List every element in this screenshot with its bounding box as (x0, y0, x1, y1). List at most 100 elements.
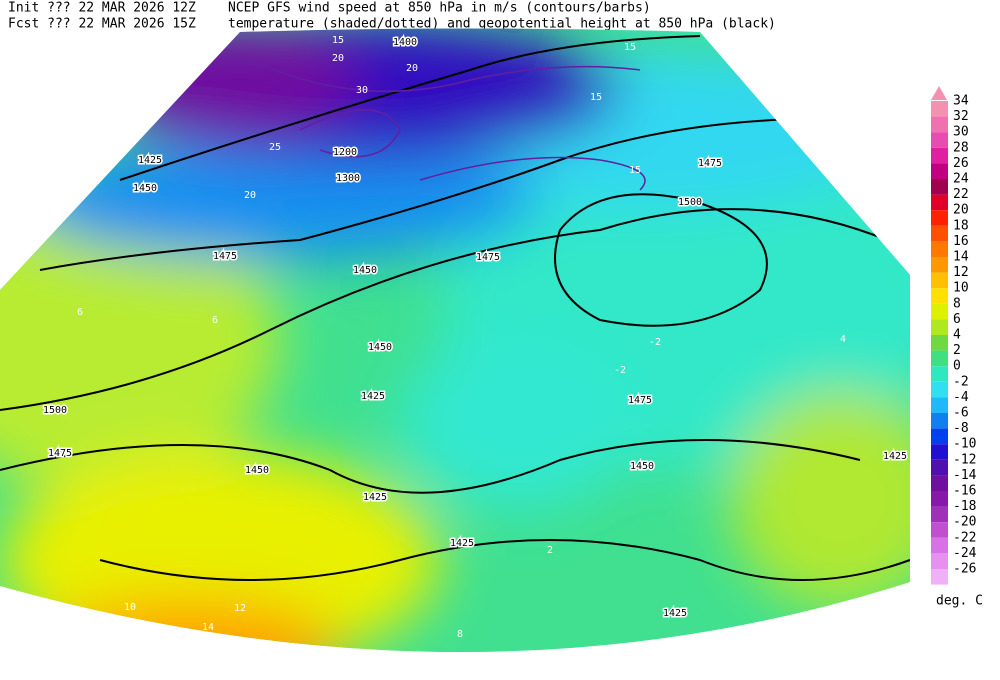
height-label: 1425 (450, 538, 474, 549)
height-label: 1425 (663, 608, 687, 619)
legend-swatch (931, 397, 948, 413)
height-label: 1400 (393, 37, 417, 48)
legend-label: -8 (953, 421, 969, 436)
legend-label: -18 (953, 499, 976, 514)
legend-label: 20 (953, 203, 969, 218)
legend-label: 6 (953, 312, 961, 327)
temp-label: 10 (124, 602, 136, 613)
legend-label: 34 (953, 94, 969, 109)
legend-label: 2 (953, 343, 961, 358)
legend-unit: deg. C (936, 594, 983, 609)
legend-swatch (931, 147, 948, 164)
legend-swatch (931, 257, 948, 273)
legend-label: -14 (953, 468, 977, 483)
legend-swatch (931, 459, 948, 476)
legend-swatch (931, 272, 948, 289)
temp-label: -2 (614, 365, 626, 376)
legend-label: -24 (953, 546, 977, 561)
legend-swatch (931, 225, 948, 242)
legend-swatch (931, 335, 948, 351)
map-labels: 1500147514501475142514251450147515001475… (41, 35, 908, 640)
temp-label: 6 (212, 315, 218, 326)
legend-label: 12 (953, 265, 969, 280)
wind-label: 15 (624, 42, 636, 53)
height-label: 1475 (628, 395, 652, 406)
legend-label: 26 (953, 156, 969, 171)
legend-swatch (931, 553, 948, 569)
wind-label: 20 (406, 63, 418, 74)
legend-label: -6 (953, 406, 969, 421)
height-label: 1500 (678, 197, 702, 208)
legend-swatch (931, 303, 948, 320)
wind-contours (249, 59, 646, 191)
height-label: 1425 (138, 155, 162, 166)
temp-label: 2 (547, 545, 553, 556)
legend-label: 22 (953, 187, 969, 202)
height-label: 1475 (476, 252, 500, 263)
legend-label: 0 (953, 359, 961, 374)
wind-label: 15 (629, 165, 641, 176)
legend-swatch (931, 319, 948, 335)
legend-swatch (931, 444, 948, 460)
legend-swatch (931, 413, 948, 429)
temp-label: 8 (457, 629, 463, 640)
height-label: 1475 (698, 158, 722, 169)
legend-label: 18 (953, 218, 969, 233)
wind-label: 30 (356, 85, 368, 96)
legend-label: 16 (953, 234, 969, 249)
height-label: 1200 (333, 147, 357, 158)
height-label: 1425 (361, 391, 385, 402)
temp-label: -2 (649, 337, 661, 348)
legend-swatch (931, 288, 948, 304)
legend-label: 14 (953, 250, 969, 265)
legend-swatch (931, 428, 948, 445)
height-label: 1425 (883, 451, 907, 462)
subtitle-line: temperature (shaded/dotted) and geopoten… (228, 17, 776, 32)
legend-swatch (931, 569, 948, 585)
legend-swatch (931, 491, 948, 507)
legend-label: 10 (953, 281, 969, 296)
temp-label: 4 (840, 334, 846, 345)
height-label: 1450 (368, 342, 392, 353)
fcst-line: Fcst ??? 22 MAR 2026 15Z (8, 17, 196, 32)
legend-swatch (931, 522, 948, 538)
legend-label: 28 (953, 140, 969, 155)
height-label: 1425 (363, 492, 387, 503)
legend-label: -4 (953, 390, 969, 405)
legend-swatch (931, 132, 948, 148)
legend-label: -16 (953, 484, 976, 499)
wind-label: 20 (332, 53, 344, 64)
legend-swatch (931, 241, 948, 257)
legend-swatch (931, 163, 948, 179)
legend-label: -2 (953, 374, 969, 389)
wind-label: 15 (332, 35, 344, 46)
height-label: 1450 (353, 265, 377, 276)
wind-label: 20 (244, 190, 256, 201)
title-line: NCEP GFS wind speed at 850 hPa in m/s (c… (228, 1, 651, 16)
legend-swatch (931, 350, 948, 367)
legend-swatch (931, 194, 948, 211)
legend-label: 24 (953, 172, 969, 187)
legend-label: 32 (953, 109, 969, 124)
temp-label: 14 (202, 622, 214, 633)
legend-swatch (931, 537, 948, 554)
legend-label: -22 (953, 530, 976, 545)
legend-swatch (931, 101, 948, 117)
height-label: 1450 (630, 461, 654, 472)
legend-swatch (931, 475, 948, 491)
legend-swatch (931, 210, 948, 226)
height-label: 1450 (245, 465, 269, 476)
height-label: 1475 (213, 251, 237, 262)
legend-label: 30 (953, 125, 969, 140)
height-contours (0, 35, 910, 581)
legend-swatch (931, 506, 948, 523)
wind-label: 25 (269, 142, 281, 153)
temp-label: 6 (77, 307, 83, 318)
legend-swatch (931, 381, 948, 398)
legend-label: -26 (953, 562, 976, 577)
height-label: 1475 (48, 448, 72, 459)
legend-swatch (931, 366, 948, 382)
legend-label: -12 (953, 452, 976, 467)
